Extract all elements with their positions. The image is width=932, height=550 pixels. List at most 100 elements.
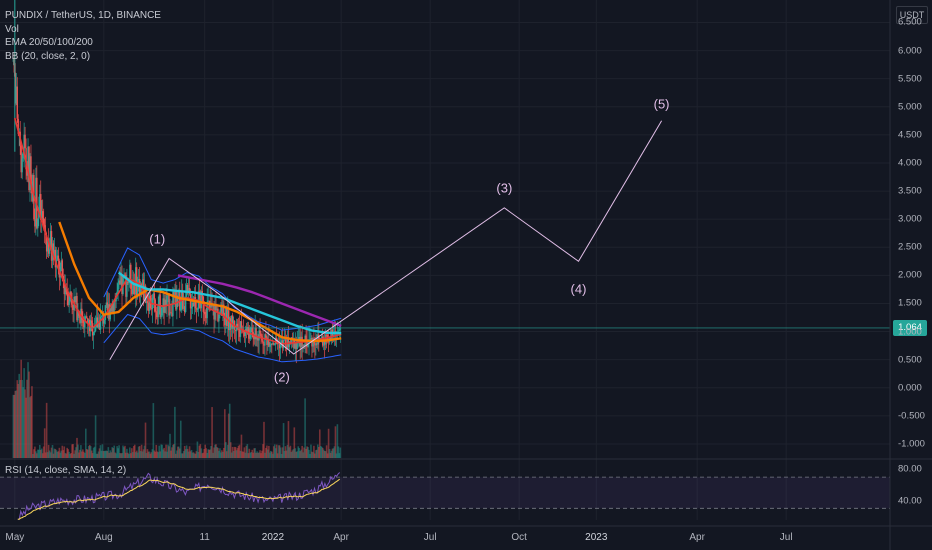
volume-bar: [332, 448, 335, 458]
candle-body: [213, 304, 215, 320]
candle-body: [248, 334, 250, 339]
volume-bar: [207, 449, 209, 458]
volume-bar: [280, 453, 283, 458]
volume-bar: [28, 371, 30, 458]
candle-body: [288, 341, 291, 347]
volume-bar: [214, 444, 216, 458]
legend-symbol[interactable]: PUNDIX / TetherUS, 1D, BINANCE: [5, 10, 161, 21]
candle-body: [52, 243, 55, 260]
rsi-pane: [0, 472, 890, 520]
candle-body: [200, 290, 203, 309]
candle-body: [148, 295, 151, 311]
candle-body: [191, 302, 194, 308]
candle-body: [54, 249, 57, 268]
candle-body: [231, 315, 234, 329]
volume-bar: [185, 445, 188, 458]
candle-body: [262, 340, 264, 344]
volume-bar: [246, 444, 249, 458]
candle-body: [271, 343, 273, 345]
time-tick-label: Oct: [511, 532, 527, 543]
volume-bar: [295, 451, 298, 458]
volume-bar: [132, 446, 135, 458]
volume-bar: [40, 448, 43, 458]
volume-bar: [259, 450, 261, 458]
volume-bar: [135, 450, 138, 458]
candle-body: [70, 291, 72, 299]
price-tick-label: 6.000: [898, 45, 922, 57]
time-tick-label: 2022: [261, 532, 285, 543]
volume-bar: [224, 442, 227, 458]
rsi-legend[interactable]: RSI (14, close, SMA, 14, 2): [5, 465, 127, 476]
legend-bb[interactable]: BB (20, close, 2, 0): [5, 50, 91, 62]
volume-bar: [150, 452, 153, 458]
volume-bar: [107, 447, 110, 458]
candle-body: [56, 255, 59, 260]
volume-bar: [93, 446, 96, 458]
volume-bar: [155, 444, 158, 458]
candle-body: [267, 339, 269, 345]
volume-bar: [269, 452, 271, 458]
rsi-ma-line: [17, 478, 341, 520]
candle-body: [165, 299, 167, 307]
volume-bar: [216, 447, 218, 458]
legend-vol[interactable]: Vol: [5, 23, 19, 35]
candle-body: [226, 307, 228, 327]
candle-body: [16, 86, 18, 119]
candle-body: [158, 294, 160, 306]
wave-label: (4): [570, 281, 587, 297]
volume-bar: [57, 451, 60, 458]
candle-body: [306, 339, 308, 347]
volume-bar: [58, 447, 61, 458]
volume-bar: [34, 446, 36, 458]
volume-bar: [55, 450, 58, 458]
volume-bar: [239, 450, 242, 458]
volume-bar: [37, 449, 39, 458]
volume-bar: [337, 446, 340, 458]
candle-body: [60, 260, 63, 267]
volume-bar: [67, 449, 69, 458]
candle-body: [170, 312, 172, 314]
volume-bar: [145, 453, 148, 458]
rsi-band: [0, 477, 890, 509]
volume-bar: [65, 453, 68, 458]
candle-body: [156, 312, 158, 318]
volume-bar: [303, 447, 305, 458]
volume-bar: [310, 444, 312, 458]
volume-bar: [110, 452, 113, 458]
candle-body: [124, 274, 126, 276]
volume-bar: [122, 445, 124, 458]
volume-bar: [256, 451, 258, 458]
volume-bar: [173, 444, 175, 458]
candle-body: [119, 280, 121, 285]
candle-body: [114, 300, 116, 302]
volume-bar: [309, 453, 311, 458]
volume-bar: [261, 450, 263, 458]
volume-bar: [204, 444, 207, 458]
volume-bar: [91, 453, 94, 458]
volume-bar: [333, 446, 336, 458]
volume-bar: [292, 449, 295, 458]
volume-bar: [77, 444, 79, 458]
volume-bar: [105, 450, 108, 458]
candle-body: [309, 339, 311, 341]
volume-bar: [51, 444, 54, 458]
volume-bar: [331, 448, 334, 458]
volume-bar: [100, 450, 103, 458]
volume-bar: [262, 444, 264, 458]
candle-body: [141, 279, 144, 287]
volume-bar: [112, 448, 115, 458]
currency-button[interactable]: USDT: [896, 6, 928, 24]
candle-body: [17, 118, 19, 134]
candle-body: [198, 291, 201, 299]
volume-bar: [61, 445, 64, 458]
candle-body: [234, 329, 237, 331]
volume-bar: [184, 449, 187, 458]
candle-body: [28, 146, 30, 191]
volume-bar: [70, 453, 72, 458]
candle-body: [203, 311, 205, 313]
legend-ema[interactable]: EMA 20/50/100/200: [5, 37, 93, 48]
candle-body: [108, 304, 110, 320]
volume-bar: [169, 433, 171, 458]
volume-bar: [263, 421, 265, 458]
